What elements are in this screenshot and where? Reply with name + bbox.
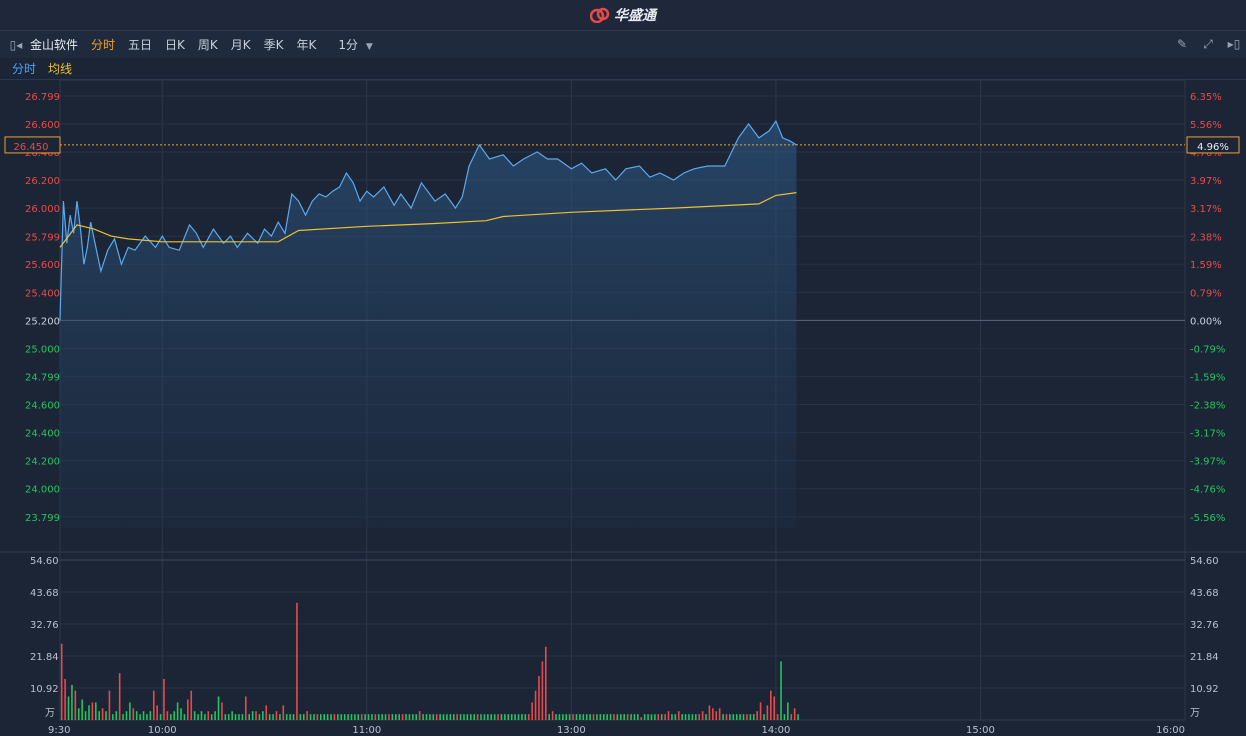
x-tick-label: 14:00	[761, 725, 790, 736]
x-tick-label: 9:30	[48, 725, 70, 736]
volume-tick-label-right: 54.60	[1190, 556, 1219, 567]
volume-tick-label: 21.84	[30, 652, 59, 663]
volume-unit-label: 万	[45, 708, 55, 719]
price-tick-label: 25.000	[25, 344, 60, 355]
price-line	[59, 119, 797, 321]
legend-avg-line[interactable]: 均线	[48, 62, 73, 76]
expand-icon[interactable]: ⤢	[1203, 37, 1213, 51]
price-tick-label: 26.799	[25, 92, 60, 103]
pct-tick-label: -4.76%	[1190, 485, 1225, 496]
pct-tick-label: -0.79%	[1190, 344, 1225, 355]
tab-five-day[interactable]: 五日	[128, 38, 153, 52]
volume-unit-label-right: 万	[1190, 708, 1200, 719]
volume-tick-label: 43.68	[30, 588, 59, 599]
pct-tick-label: -5.56%	[1190, 513, 1225, 524]
price-tick-label: 26.000	[25, 204, 60, 215]
pct-tick-label: 3.17%	[1190, 204, 1222, 215]
tab-week-k[interactable]: 周K	[197, 38, 218, 52]
tab-minute[interactable]: 分时	[91, 38, 116, 52]
x-tick-label: 13:00	[557, 725, 586, 736]
tab-month-k[interactable]: 月K	[230, 38, 251, 52]
pct-tick-label: -1.59%	[1190, 373, 1225, 384]
x-tick-label: 10:00	[148, 725, 177, 736]
interval-select[interactable]: 1分 ▼	[338, 36, 372, 53]
price-tick-label: 25.600	[25, 260, 60, 271]
interval-value: 1分	[338, 38, 359, 52]
current-price-box	[4, 136, 61, 154]
chart-toolbar: ▯◂ 金山软件 分时 五日 日K 周K 月K 季K 年K 1分 ▼ ✎ ⤢ ▸▯	[0, 31, 1246, 58]
pct-tick-label: 1.59%	[1190, 260, 1222, 271]
price-tick-label: 24.799	[25, 373, 60, 384]
current-pct-box	[1186, 136, 1240, 154]
volume-tick-label-right: 21.84	[1190, 652, 1219, 663]
price-area	[60, 121, 797, 528]
brand: 华盛通	[0, 0, 1246, 30]
volume-tick-label-right: 32.76	[1190, 620, 1219, 631]
collapse-right-icon[interactable]: ▸▯	[1227, 37, 1241, 51]
plot-frame	[59, 79, 1186, 721]
chevron-down-icon: ▼	[365, 42, 373, 52]
pct-tick-label: 2.38%	[1190, 232, 1222, 243]
price-tick-label: 25.799	[25, 232, 60, 243]
toolbar-right: ✎ ⤢ ▸▯	[1174, 36, 1242, 52]
x-tick-label: 16:00	[1156, 725, 1185, 736]
pct-tick-label: 0.79%	[1190, 288, 1222, 299]
series-legend: 分时 均线	[0, 58, 1246, 80]
volume-tick-label-right: 43.68	[1190, 588, 1219, 599]
tab-quarter-k[interactable]: 季K	[263, 38, 284, 52]
pct-tick-label: 5.56%	[1190, 120, 1222, 131]
price-tick-label: 24.200	[25, 457, 60, 468]
current-price-label: 26.450	[14, 142, 49, 153]
avg-line	[59, 192, 797, 248]
x-tick-label: 11:00	[352, 725, 381, 736]
price-tick-label: 24.400	[25, 429, 60, 440]
tab-day-k[interactable]: 日K	[165, 38, 185, 52]
stock-name: 金山软件	[30, 38, 79, 52]
pct-tick-label: 4.76%	[1190, 148, 1222, 159]
top-bar: 华盛通	[0, 0, 1246, 31]
legend-price-line[interactable]: 分时	[12, 62, 37, 76]
pct-tick-label: -3.17%	[1190, 429, 1225, 440]
volume-tick-label-right: 10.92	[1190, 684, 1219, 695]
pct-tick-label: 0.00%	[1190, 316, 1222, 327]
collapse-left-icon[interactable]: ▯◂	[9, 37, 23, 52]
x-tick-label: 15:00	[966, 725, 995, 736]
tab-year-k[interactable]: 年K	[296, 38, 317, 52]
price-tick-label: 23.799	[25, 513, 60, 524]
price-tick-label: 26.200	[25, 176, 60, 187]
pct-tick-label: 6.35%	[1190, 92, 1222, 103]
price-tick-label: 25.400	[25, 288, 60, 299]
price-tick-label: 25.200	[25, 316, 60, 327]
huasheng-logo-icon	[590, 7, 610, 23]
price-tick-label: 24.600	[25, 401, 60, 412]
volume-tick-label: 54.60	[30, 556, 59, 567]
brand-name: 华盛通	[614, 8, 656, 24]
volume-tick-label: 10.92	[30, 684, 59, 695]
volume-tick-label: 32.76	[30, 620, 59, 631]
pct-tick-label: 3.97%	[1190, 176, 1222, 187]
pencil-icon[interactable]: ✎	[1176, 37, 1188, 51]
current-pct-label: 4.96%	[1197, 142, 1229, 153]
pct-tick-label: -3.97%	[1190, 457, 1225, 468]
price-tick-label: 26.400	[25, 148, 60, 159]
price-tick-label: 24.000	[25, 485, 60, 496]
price-tick-label: 26.600	[25, 120, 60, 131]
pct-tick-label: -2.38%	[1190, 401, 1225, 412]
